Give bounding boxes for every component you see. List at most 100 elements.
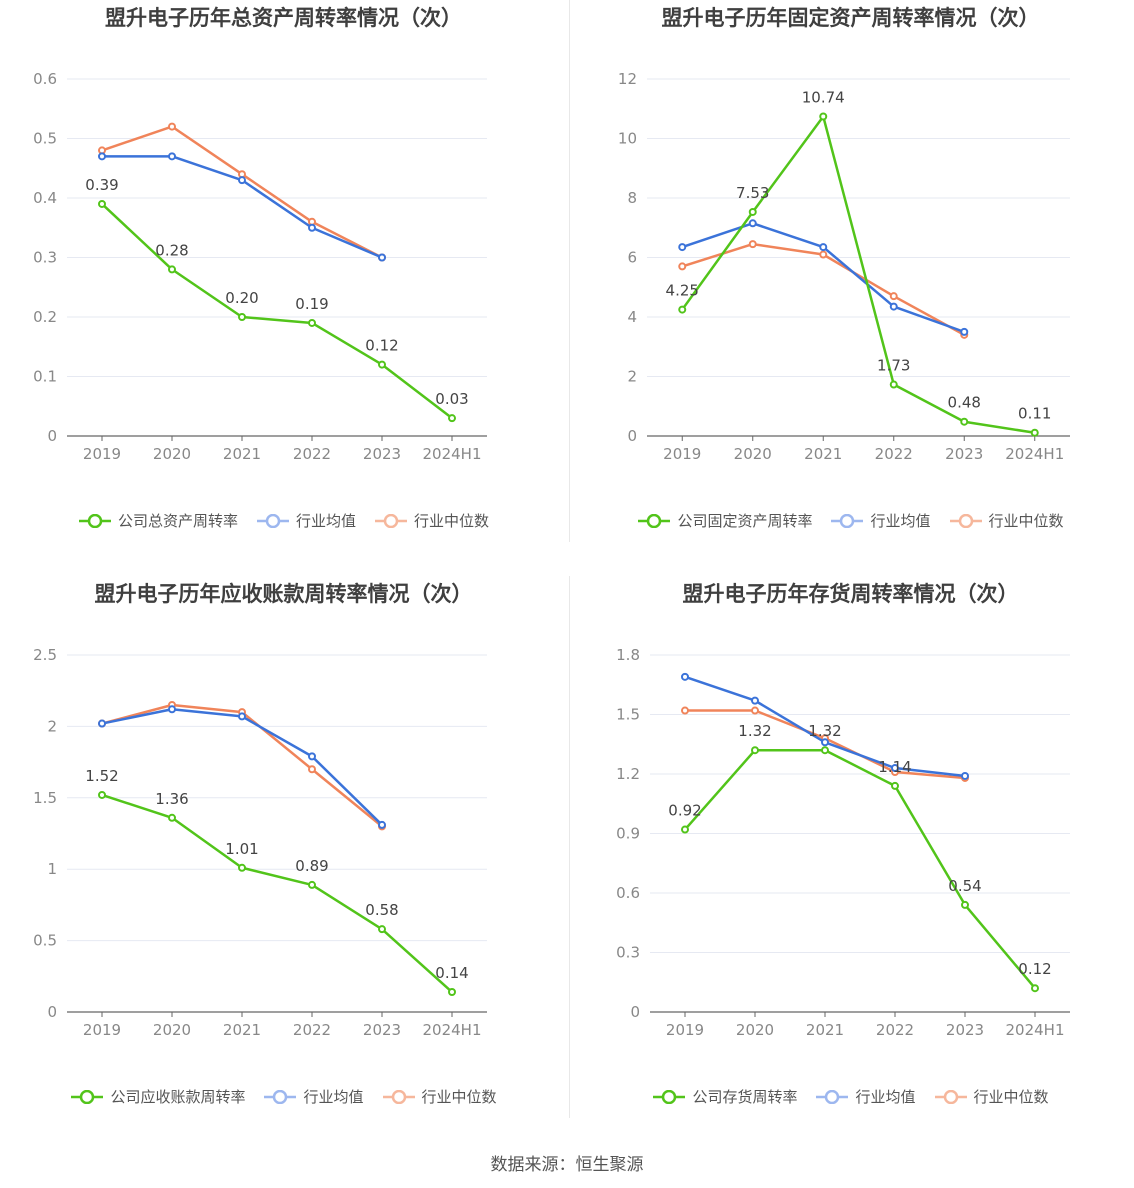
- data-label: 1.73: [877, 357, 910, 375]
- y-tick-label: 12: [618, 70, 637, 88]
- chart-title: 盟升电子历年应收账款周转率情况（次）: [94, 582, 473, 606]
- legend-item-industry-median[interactable]: 行业中位数: [949, 510, 1064, 531]
- legend-marker-icon: [653, 1089, 686, 1104]
- data-point-company: [1030, 428, 1039, 437]
- legend-marker-icon: [949, 513, 982, 528]
- data-point-company: [98, 790, 106, 799]
- y-tick-label: 10: [618, 130, 637, 148]
- chart-legend: 公司应收账款周转率 行业均值 行业中位数: [0, 1086, 567, 1107]
- legend-label: 公司固定资产周转率: [677, 512, 813, 530]
- x-tick-label: 2022: [293, 445, 331, 463]
- data-label: 0.14: [435, 964, 468, 982]
- data-label: 0.20: [225, 289, 258, 307]
- legend-item-company[interactable]: 公司应收账款周转率: [70, 1086, 245, 1107]
- data-point-industry_avg: [238, 176, 246, 185]
- legend-item-industry-avg[interactable]: 行业均值: [263, 1086, 364, 1107]
- data-point-company: [821, 746, 829, 755]
- data-point-industry_avg: [378, 820, 386, 829]
- y-tick-label: 0.6: [33, 70, 57, 88]
- legend-item-industry-median[interactable]: 行业中位数: [934, 1086, 1049, 1107]
- x-tick-label: 2021: [806, 1021, 844, 1039]
- y-tick-label: 0.3: [33, 249, 57, 267]
- data-point-industry_avg: [889, 302, 898, 311]
- legend-item-industry-median[interactable]: 行业中位数: [382, 1086, 497, 1107]
- y-tick-label: 1.5: [33, 789, 57, 807]
- data-point-company: [168, 813, 176, 822]
- chart-legend: 公司总资产周转率 行业均值 行业中位数: [0, 510, 567, 531]
- legend-item-industry-median[interactable]: 行业中位数: [374, 510, 489, 531]
- y-tick-label: 0.9: [616, 825, 640, 843]
- x-tick-label: 2020: [736, 1021, 774, 1039]
- data-point-industry_median: [681, 706, 689, 715]
- data-label: 0.39: [85, 176, 118, 194]
- data-point-industry_avg: [751, 696, 759, 705]
- legend-label: 行业均值: [295, 512, 356, 530]
- legend-label: 公司应收账款周转率: [110, 1088, 246, 1106]
- x-tick-label: 2021: [223, 445, 261, 463]
- legend-label: 行业中位数: [421, 1088, 497, 1106]
- x-tick-label: 2023: [945, 445, 983, 463]
- data-point-industry_avg: [960, 327, 969, 336]
- y-tick-label: 6: [627, 249, 637, 267]
- legend-label: 行业中位数: [988, 512, 1064, 530]
- y-tick-label: 1.5: [616, 706, 640, 724]
- legend-marker-icon: [831, 513, 864, 528]
- legend-item-industry-avg[interactable]: 行业均值: [256, 510, 356, 531]
- y-tick-label: 0: [627, 427, 637, 445]
- data-point-company: [378, 925, 386, 934]
- data-label: 0.48: [948, 394, 981, 412]
- x-tick-label: 2019: [666, 1021, 704, 1039]
- data-source-label: 数据来源：恒生聚源: [490, 1155, 644, 1175]
- x-tick-label: 2021: [804, 445, 842, 463]
- y-tick-label: 0.6: [616, 884, 640, 902]
- y-tick-label: 0: [47, 427, 57, 445]
- legend-label: 行业均值: [303, 1088, 364, 1106]
- data-label: 0.12: [1018, 960, 1051, 978]
- data-point-company: [448, 988, 456, 997]
- data-point-company: [1031, 984, 1039, 993]
- data-point-industry_avg: [748, 219, 757, 228]
- data-label: 0.28: [155, 241, 188, 259]
- x-tick-label: 2023: [363, 1021, 401, 1039]
- legend-marker-icon: [375, 513, 407, 528]
- legend-item-industry-avg[interactable]: 行业均值: [815, 1086, 916, 1107]
- data-label: 0.89: [295, 857, 328, 875]
- data-point-company: [961, 900, 969, 909]
- data-point-company: [889, 380, 898, 389]
- legend-marker-icon: [264, 1089, 297, 1104]
- data-label: 0.92: [668, 802, 701, 820]
- x-tick-label: 2021: [223, 1021, 261, 1039]
- data-point-industry_avg: [681, 672, 689, 681]
- chart-legend: 公司固定资产周转率 行业均值 行业中位数: [567, 510, 1134, 531]
- legend-item-company[interactable]: 公司总资产周转率: [78, 510, 238, 531]
- legend-item-company[interactable]: 公司存货周转率: [652, 1086, 797, 1107]
- data-point-industry_avg: [891, 764, 899, 773]
- series-line-company: [681, 115, 1035, 434]
- data-point-industry_median: [889, 292, 898, 301]
- legend-marker-icon: [256, 513, 289, 528]
- legend-marker-icon: [382, 1089, 415, 1104]
- x-tick-label: 2023: [363, 445, 401, 463]
- legend-marker-icon: [816, 1089, 849, 1104]
- y-tick-label: 2: [47, 717, 57, 735]
- legend-item-company[interactable]: 公司固定资产周转率: [637, 510, 812, 531]
- chart-plot-area: 0 0.3 0.6 0.9 1.2 1.5 1.8 2019 2020 2021 2022 2023 2…: [616, 646, 1070, 1039]
- legend-label: 公司存货周转率: [692, 1088, 798, 1106]
- chart-plot-area: 0 0.1 0.2 0.3 0.4 0.5 0.6 2019 2020 2021 2022 2023 2…: [33, 70, 487, 463]
- x-tick-label: 2020: [734, 445, 772, 463]
- y-tick-label: 1.2: [616, 765, 640, 783]
- legend-label: 行业中位数: [973, 1088, 1049, 1106]
- data-point-company: [98, 199, 106, 208]
- y-tick-label: 2: [627, 368, 637, 386]
- chart-panel-receivables-turnover: 盟升电子历年应收账款周转率情况（次） 0 0.5 1 1.5 2 2.5 2019 2020 2…: [0, 576, 567, 1152]
- y-tick-label: 4: [627, 308, 637, 326]
- legend-item-industry-avg[interactable]: 行业均值: [830, 510, 931, 531]
- series-line-industry_median: [101, 125, 383, 259]
- y-tick-label: 0: [630, 1003, 640, 1021]
- series-line-industry_avg: [681, 222, 965, 334]
- legend-label: 行业均值: [855, 1088, 916, 1106]
- data-point-industry_avg: [168, 152, 176, 161]
- chart-title: 盟升电子历年固定资产周转率情况（次）: [661, 6, 1040, 30]
- x-tick-label: 2019: [83, 445, 121, 463]
